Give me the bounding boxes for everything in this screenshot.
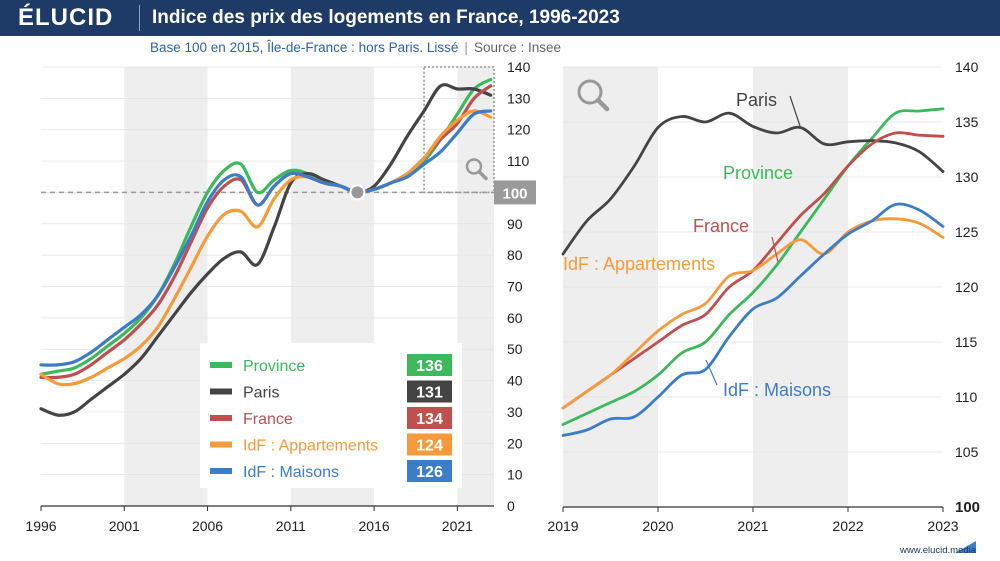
legend-value-france: 134 xyxy=(416,411,443,428)
y-tick-label: 110 xyxy=(507,153,530,169)
y-tick-label: 115 xyxy=(955,334,978,350)
leader-line-france xyxy=(771,236,779,263)
y-tick-label: 100 xyxy=(955,499,980,516)
y-tick-label: 70 xyxy=(507,279,523,295)
y-tick-label: 50 xyxy=(507,341,523,357)
legend: Province 136 Paris 131 France 134 IdF : Appart… xyxy=(200,343,462,488)
y-tick-label: 110 xyxy=(955,389,978,405)
chart-title: Indice des prix des logements en France,… xyxy=(152,7,620,28)
x-tick-label: 2011 xyxy=(276,518,306,534)
zoom-box xyxy=(423,66,495,194)
y-tick-label: 40 xyxy=(507,373,523,389)
reference-label-100: 100 xyxy=(502,185,527,202)
right-chart: 2019 2020 2021 2022 2023 100 105 110 115 120 125 13… xyxy=(547,59,980,534)
x-tick-label: 2021 xyxy=(737,518,768,534)
elucid-logo: ÉLUCID xyxy=(18,4,114,31)
x-tick-label: 2023 xyxy=(927,518,958,534)
legend-label-province: Province xyxy=(243,358,305,375)
y-tick-label: 20 xyxy=(507,435,523,451)
legend-value-paris: 131 xyxy=(416,385,443,402)
magnifier-lens xyxy=(577,79,603,105)
leader-line-paris xyxy=(789,95,801,127)
y-tick-label: 105 xyxy=(955,444,979,460)
y-tick-label: 120 xyxy=(955,279,979,295)
y-tick-label: 140 xyxy=(507,59,531,75)
magnifier-icon xyxy=(465,158,488,181)
base-point-marker xyxy=(349,184,366,201)
y-tick-label: 60 xyxy=(507,310,523,326)
y-tick-label: 0 xyxy=(507,498,515,514)
magnifier-lens xyxy=(465,158,483,175)
x-tick-label: 2021 xyxy=(442,518,473,534)
source-text: Source : Insee xyxy=(473,40,561,55)
magnifier-handle xyxy=(595,97,610,112)
y-tick-label: 30 xyxy=(507,404,523,420)
subtitle-separator: | xyxy=(464,40,468,55)
legend-value-box-province xyxy=(407,354,452,376)
series-line-idf-appartements xyxy=(39,109,493,387)
y-tick-label: 80 xyxy=(507,247,523,263)
series-line-paris xyxy=(39,83,493,417)
y-tick-label: 90 xyxy=(507,216,523,232)
magnifier-handle xyxy=(477,169,488,181)
y-tick-label: 120 xyxy=(507,122,531,138)
legend-value-box-idf-maisons xyxy=(407,460,452,482)
legend-value-idf-maisons: 126 xyxy=(416,464,443,481)
series-label-idf-maisons: IdF : Maisons xyxy=(723,380,831,400)
legend-label-france: France xyxy=(243,411,293,428)
y-tick-label: 10 xyxy=(507,467,523,483)
y-tick-label: 125 xyxy=(955,224,979,240)
x-tick-label: 2001 xyxy=(109,518,140,534)
series-label-paris: Paris xyxy=(736,90,777,110)
y-tick-label: 135 xyxy=(955,114,979,130)
legend-label-idf-appartements: IdF : Appartements xyxy=(243,438,378,455)
subtitle-text: Base 100 en 2015, Île-de-France : hors P… xyxy=(150,40,459,55)
x-tick-label: 2006 xyxy=(192,518,223,534)
legend-value-box-france xyxy=(407,407,452,429)
legend-value-box-paris xyxy=(407,380,452,403)
series-label-province: Province xyxy=(723,163,793,183)
series-label-france: France xyxy=(693,216,749,236)
x-tick-label: 2019 xyxy=(547,518,578,534)
chart-subtitle: Base 100 en 2015, Île-de-France : hors P… xyxy=(150,40,561,55)
reference-label-box xyxy=(494,180,536,205)
x-tick-label: 2020 xyxy=(642,518,673,534)
x-tick-label: 2016 xyxy=(359,518,390,534)
series-line-idf-appartements xyxy=(561,217,945,410)
x-tick-label: 2022 xyxy=(832,518,863,534)
legend-label-idf-maisons: IdF : Maisons xyxy=(243,464,339,481)
series-line-province xyxy=(561,107,945,426)
footer-url: www.elucid.media xyxy=(900,545,977,556)
y-tick-label: 140 xyxy=(955,59,979,75)
legend-label-paris: Paris xyxy=(243,385,279,402)
series-label-idf-appartements: IdF : Appartements xyxy=(563,254,715,274)
leader-line-idf-maisons xyxy=(705,359,718,386)
magnifier-icon xyxy=(577,79,610,112)
y-tick-label: 130 xyxy=(955,169,979,185)
y-tick-label: 130 xyxy=(507,90,531,106)
header-bar: ÉLUCID Indice des prix des logements en … xyxy=(0,0,1000,36)
series-line-province xyxy=(39,77,493,376)
footer-logo-shape xyxy=(955,541,976,553)
legend-value-idf-appartements: 124 xyxy=(416,438,443,455)
series-line-idf-maisons xyxy=(39,109,493,367)
left-chart: 1996 2001 2006 2011 2016 2021 0 10 20 30 40 50 60 70 8… xyxy=(25,59,536,534)
x-tick-label: 1996 xyxy=(25,518,56,534)
header-divider xyxy=(139,5,140,31)
legend-value-province: 136 xyxy=(416,358,443,375)
series-line-idf-maisons xyxy=(561,202,945,437)
legend-value-box-idf-appartements xyxy=(407,433,452,456)
